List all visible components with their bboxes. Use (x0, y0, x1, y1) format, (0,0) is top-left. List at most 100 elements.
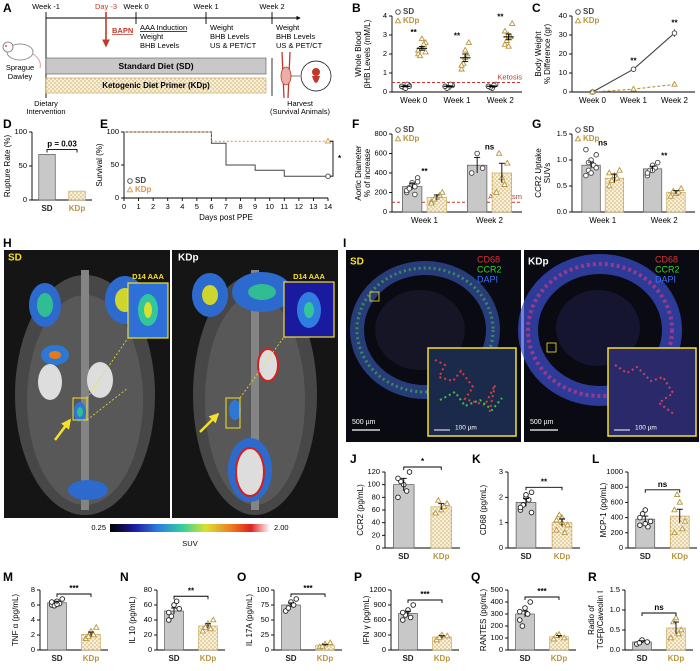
bracket (644, 489, 681, 493)
scale-label: 500 µm (352, 419, 376, 426)
point (679, 525, 686, 532)
point (474, 150, 480, 157)
bracket (290, 593, 326, 597)
end-point (324, 137, 332, 144)
point (166, 609, 172, 616)
y-tick-label: 600 (373, 615, 386, 624)
point (410, 602, 416, 608)
legend-label: SD (583, 7, 594, 16)
point (461, 46, 469, 53)
y-tick-label: 0 (499, 543, 503, 552)
annotation: ** (497, 13, 504, 22)
inset (607, 347, 697, 437)
y-axis-label: Body Weight (534, 31, 543, 77)
point (564, 521, 571, 528)
point (443, 632, 451, 639)
x-tick-label: SD (398, 552, 409, 561)
point (667, 192, 675, 199)
y-tick-label: 0 (619, 543, 623, 552)
point (414, 46, 422, 53)
bracket (56, 593, 92, 597)
point (583, 146, 589, 153)
inset (427, 347, 517, 437)
point (670, 618, 677, 625)
y-axis-label: Whole Blood (354, 31, 363, 76)
image-label: SD (8, 253, 22, 264)
point (630, 66, 637, 72)
bracket (407, 599, 443, 603)
legend-label: SD (583, 125, 594, 134)
point (654, 159, 661, 166)
scale-label: 100 µm (455, 425, 477, 432)
point (207, 625, 214, 632)
panel-a: A Sprague Dawley Week -1 Week 0 Week 1 W… (2, 1, 332, 116)
y-tick-label: 400 (374, 168, 387, 177)
x-tick-label: SD (636, 654, 647, 663)
tissue (350, 254, 682, 406)
inset-label: D14 AAA (132, 272, 164, 281)
x-tick-label: KDp (69, 204, 86, 213)
point (418, 35, 426, 42)
y-tick-label: 600 (610, 497, 623, 506)
x-tick-label: 3 (166, 202, 170, 211)
point (667, 634, 675, 641)
zoom-line (239, 336, 285, 399)
point (290, 602, 297, 608)
y-tick-label: 6 (31, 600, 35, 609)
x-tick-label: SD (168, 654, 179, 663)
point (443, 499, 451, 506)
image-label: SD (350, 257, 364, 268)
y-tick-label: 100 (256, 585, 269, 594)
y-tick-label: 60 (144, 600, 152, 609)
colorbar-title: SUV (182, 539, 197, 548)
legend-marker (395, 9, 401, 15)
y-tick-label: 500 (490, 585, 503, 594)
point (637, 514, 643, 521)
x-tick-label: SD (640, 552, 651, 561)
y-axis-label: % of increase (363, 148, 372, 197)
stain-label: CD68 (655, 254, 678, 264)
stain-label: CD68 (477, 254, 500, 264)
y-tick-label: 50 (261, 615, 269, 624)
x-tick-label: KDp (434, 654, 451, 663)
y-tick-label: 100 (106, 127, 119, 136)
colorbar (110, 524, 270, 532)
point (553, 526, 560, 533)
point (465, 38, 473, 45)
point (285, 605, 292, 611)
annotation: ** (630, 56, 637, 65)
point (644, 170, 651, 176)
y-tick-label: 1.5 (610, 585, 620, 594)
bracket (525, 486, 563, 491)
y-tick-label: 1.0 (610, 605, 620, 614)
point (406, 469, 413, 475)
point (677, 626, 685, 633)
annotation: p = 0.03 (47, 140, 77, 149)
x-tick-label: 8 (238, 202, 242, 211)
panel-letter: C (532, 1, 541, 15)
step-label: AAA Induction (140, 23, 187, 32)
legend-marker (126, 186, 134, 193)
point (522, 605, 528, 611)
y-tick-label: 3 (383, 30, 387, 39)
point (202, 623, 209, 630)
colorbar-label: 2.00 (274, 523, 289, 532)
y-tick-label: 1000 (606, 467, 623, 476)
y-tick-label: 80 (372, 492, 380, 501)
annotation: ** (661, 152, 668, 161)
bracket (173, 595, 209, 600)
y-tick-label: 0 (382, 645, 386, 654)
point (85, 632, 92, 639)
panel-letter: E (100, 117, 108, 131)
annotation: ** (411, 28, 418, 37)
x-tick-label: SD (285, 654, 296, 663)
x-tick-label: 4 (180, 202, 184, 211)
y-tick-label: 50 (111, 160, 119, 169)
step-label: BHB Levels (276, 32, 315, 41)
rat-icon (2, 41, 41, 69)
point (676, 498, 684, 505)
scale-label: 100 µm (635, 425, 657, 432)
legend-label: SD (403, 7, 414, 16)
y-tick-label: 0 (265, 645, 269, 654)
x-tick-label: Week 2 (661, 96, 689, 105)
